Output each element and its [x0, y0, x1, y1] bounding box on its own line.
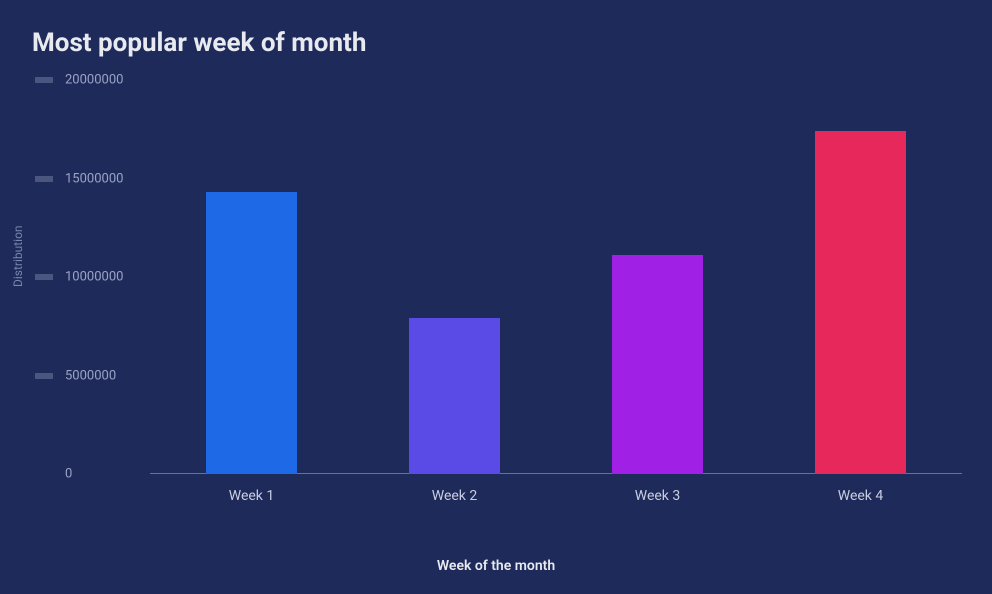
- plot-area: 05000000100000001500000020000000Week 1We…: [150, 80, 962, 474]
- y-tick-dash: [35, 274, 53, 280]
- y-tick-label: 15000000: [65, 171, 145, 186]
- y-tick-label: 10000000: [65, 270, 145, 285]
- bar: [206, 192, 297, 474]
- x-tick-label: Week 4: [838, 488, 884, 504]
- x-axis-label: Week of the month: [437, 558, 555, 574]
- y-tick-dash: [35, 373, 53, 379]
- bar: [612, 255, 703, 474]
- y-tick-label: 20000000: [65, 73, 145, 88]
- y-tick-dash: [35, 176, 53, 182]
- y-tick-dash: [35, 77, 53, 83]
- x-tick-label: Week 3: [635, 488, 681, 504]
- chart-title: Most popular week of month: [32, 28, 366, 58]
- bar: [409, 318, 500, 474]
- x-tick-label: Week 2: [432, 488, 478, 504]
- bar: [815, 131, 906, 474]
- x-tick-label: Week 1: [229, 488, 275, 504]
- y-tick-label: 5000000: [65, 368, 145, 383]
- y-tick-label: 0: [65, 467, 145, 482]
- y-axis-label: Distribution: [11, 225, 25, 287]
